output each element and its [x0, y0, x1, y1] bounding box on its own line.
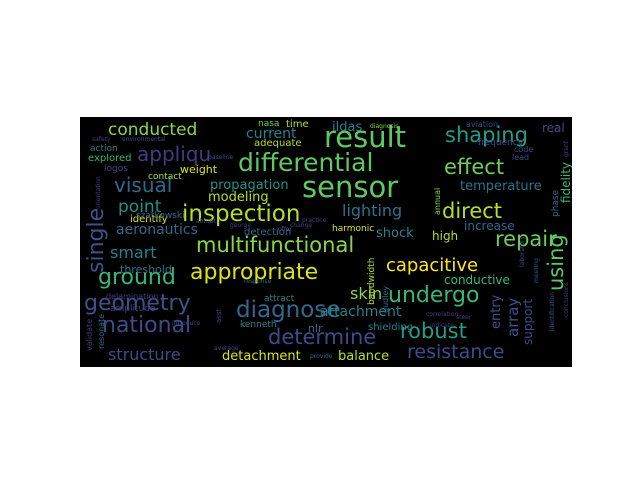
word: geometry [84, 291, 191, 316]
word: propagation [210, 178, 289, 193]
word: explored [88, 153, 132, 164]
word: indicate [430, 322, 454, 329]
word: lead [512, 153, 530, 162]
word: detachment [222, 349, 301, 364]
word: appropriate [190, 260, 319, 285]
word: phase [551, 189, 561, 217]
word: capacitive [386, 255, 479, 276]
word: frequency [478, 138, 524, 148]
word: validate [85, 318, 94, 351]
word: repair [495, 227, 557, 251]
word: ground [98, 265, 176, 290]
word: amplitude [110, 304, 156, 314]
word: fidelity [559, 161, 572, 203]
word: offer [278, 226, 292, 233]
word: temperature [460, 179, 542, 194]
word: appliqu [137, 142, 212, 166]
word: adequate [254, 138, 302, 149]
word: baseline [208, 154, 234, 161]
word: annual [433, 187, 442, 215]
word: identification [549, 291, 556, 331]
word: attract [264, 294, 295, 304]
word: correlation [426, 311, 459, 318]
word: result [324, 120, 407, 154]
word: visual [114, 173, 173, 197]
word: action [90, 144, 118, 154]
word: current [246, 126, 297, 142]
word: differential [238, 148, 374, 177]
word: nlr [308, 322, 323, 335]
word: threshold [120, 263, 172, 276]
word: bandwidth [367, 257, 377, 305]
word: laboratory [519, 235, 526, 267]
word: shock [376, 226, 414, 241]
word: skin [350, 284, 383, 303]
word: introduce [172, 320, 201, 327]
word: practice [302, 217, 327, 224]
word: safety [92, 136, 111, 143]
word: direct [442, 199, 503, 223]
word: point [118, 197, 162, 217]
word: shaping [445, 123, 528, 147]
word: harmonic [332, 224, 375, 234]
word: identify [130, 214, 168, 225]
word: balance [338, 349, 390, 364]
word: detection [244, 227, 292, 238]
word: abrupt [196, 218, 216, 225]
word: provide [310, 353, 333, 360]
word: aeronautics [116, 222, 198, 238]
word: nasa [258, 119, 280, 129]
word: attachment [320, 304, 402, 320]
word: conducted [108, 120, 198, 140]
word: multifunctional [196, 233, 355, 257]
word: national [102, 313, 192, 338]
word: real [542, 121, 565, 135]
word: resistance [407, 341, 505, 363]
word: george [230, 222, 252, 229]
word: aviation [466, 120, 499, 129]
word: determine [268, 325, 377, 349]
word: kenneth [240, 320, 277, 330]
word: environmental [122, 136, 166, 143]
word: robust [400, 319, 467, 343]
word: increase [464, 219, 515, 233]
word: resonate [97, 313, 106, 349]
word: structure [108, 345, 181, 364]
word: single [84, 207, 109, 273]
word: shielding [368, 322, 414, 333]
word: diagnosis [370, 123, 399, 130]
word: time [286, 119, 309, 130]
word: modeling [208, 190, 269, 205]
word: average [214, 345, 239, 352]
word: high [432, 229, 459, 243]
word: grant [563, 140, 570, 157]
word: response [244, 278, 272, 285]
word: delamination [106, 292, 159, 301]
word: support [521, 298, 535, 345]
word-cloud: sensor result appropriate multifunctiona… [80, 117, 572, 367]
word: smart [110, 243, 157, 262]
word: meeting [533, 258, 540, 283]
word: steer [456, 314, 472, 321]
word: conductive [444, 273, 510, 287]
word: dudley [381, 285, 390, 313]
word: change [290, 222, 313, 229]
word: sensor [302, 170, 399, 204]
word: effect [444, 155, 505, 179]
word: logos [104, 164, 128, 174]
word: orientation [95, 176, 102, 209]
word: diagnose [236, 297, 341, 323]
word: ildas [332, 120, 363, 135]
word: contact [148, 172, 182, 182]
word: undergo [388, 283, 480, 308]
word: entry [489, 294, 504, 329]
word: weight [180, 163, 218, 176]
word: szatkowski [136, 211, 185, 221]
word: lighting [342, 201, 403, 220]
word: inspection [182, 201, 301, 227]
word: code [514, 145, 534, 154]
word: conclusions [563, 282, 570, 317]
word: asst [215, 308, 223, 323]
word: array [504, 297, 522, 337]
